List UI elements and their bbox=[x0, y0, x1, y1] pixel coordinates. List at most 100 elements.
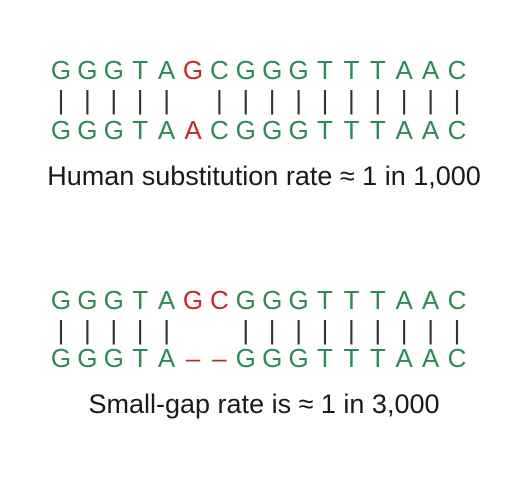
base: T bbox=[317, 285, 333, 315]
match-bar: | bbox=[427, 315, 434, 345]
base: G bbox=[235, 55, 256, 85]
match-bar: | bbox=[163, 315, 170, 345]
base: – bbox=[185, 343, 201, 373]
match-bars: | | | | | | | | | | | | | | | bbox=[48, 86, 468, 114]
base: T bbox=[343, 285, 360, 315]
match-bar: | bbox=[268, 315, 276, 345]
match-bar: | bbox=[453, 315, 461, 345]
match-bar: | bbox=[242, 315, 250, 345]
base: A bbox=[395, 343, 413, 373]
base: G bbox=[235, 285, 256, 315]
base: G bbox=[103, 343, 124, 373]
base: A bbox=[395, 115, 413, 145]
match-bar: | bbox=[57, 315, 65, 345]
match-bar: | bbox=[136, 315, 144, 345]
match-bar: | bbox=[427, 85, 434, 115]
base: A bbox=[157, 55, 176, 85]
match-bar: | bbox=[110, 315, 118, 345]
base: T bbox=[132, 343, 149, 373]
base: T bbox=[317, 55, 333, 85]
match-bar: | bbox=[216, 85, 223, 115]
base: A bbox=[421, 115, 440, 145]
match-bar: | bbox=[374, 315, 382, 345]
base: G bbox=[77, 343, 98, 373]
base: T bbox=[343, 55, 360, 85]
base: G bbox=[235, 343, 256, 373]
match-bar: | bbox=[453, 85, 461, 115]
base: G bbox=[103, 55, 124, 85]
base: T bbox=[317, 115, 333, 145]
base: A bbox=[157, 285, 176, 315]
base: G bbox=[50, 285, 72, 315]
base: C bbox=[447, 115, 467, 145]
base: G bbox=[50, 343, 72, 373]
base: G bbox=[262, 115, 283, 145]
base: T bbox=[132, 115, 149, 145]
base: G bbox=[288, 343, 309, 373]
match-bar: | bbox=[136, 85, 144, 115]
match-bar: | bbox=[348, 315, 355, 345]
base: T bbox=[132, 55, 149, 85]
base: T bbox=[343, 115, 360, 145]
base: G bbox=[103, 285, 124, 315]
match-bar: | bbox=[348, 85, 355, 115]
base: G bbox=[262, 55, 283, 85]
base: A bbox=[157, 115, 176, 145]
match-bar: | bbox=[374, 85, 382, 115]
base: C bbox=[447, 285, 467, 315]
base: T bbox=[132, 285, 149, 315]
base: G bbox=[50, 55, 72, 85]
base: G bbox=[288, 115, 309, 145]
base: A bbox=[157, 343, 176, 373]
base: A bbox=[421, 55, 440, 85]
match-bar: | bbox=[400, 85, 408, 115]
match-bar: | bbox=[321, 85, 329, 115]
base: C bbox=[447, 55, 467, 85]
base: T bbox=[369, 55, 386, 85]
match-bar: | bbox=[268, 85, 276, 115]
base: A bbox=[395, 285, 413, 315]
match-bar: | bbox=[242, 85, 250, 115]
base: T bbox=[369, 285, 386, 315]
base: A bbox=[421, 285, 440, 315]
base: G bbox=[77, 285, 98, 315]
match-bar: | bbox=[84, 315, 91, 345]
base: G bbox=[77, 115, 98, 145]
substitution-caption: Human substitution rate ≈ 1 in 1,000 bbox=[47, 161, 481, 191]
base: C bbox=[210, 115, 229, 145]
base: G bbox=[262, 343, 283, 373]
base: A bbox=[395, 55, 413, 85]
gap-caption: Small-gap rate is ≈ 1 in 3,000 bbox=[88, 389, 440, 419]
base: G bbox=[103, 115, 124, 145]
base: T bbox=[343, 343, 360, 373]
base: G bbox=[182, 55, 204, 85]
base: G bbox=[262, 285, 283, 315]
match-bar: | bbox=[321, 315, 329, 345]
base: G bbox=[288, 55, 309, 85]
match-bar: | bbox=[110, 85, 118, 115]
base: G bbox=[77, 55, 98, 85]
base: C bbox=[210, 55, 229, 85]
match-bar: | bbox=[57, 85, 65, 115]
base: T bbox=[317, 343, 333, 373]
base: G bbox=[182, 285, 204, 315]
base: T bbox=[369, 343, 386, 373]
match-bar: | bbox=[400, 315, 408, 345]
match-bar: | bbox=[163, 85, 170, 115]
base: C bbox=[210, 285, 229, 315]
base: – bbox=[212, 343, 227, 373]
match-bars: | | | | | | | | | | | | | | bbox=[48, 316, 468, 344]
base: T bbox=[369, 115, 386, 145]
match-bar: | bbox=[295, 315, 302, 345]
match-bar: | bbox=[84, 85, 91, 115]
bottom-sequence: G G G T A – – G G G T T T A A C bbox=[48, 344, 468, 372]
base: G bbox=[288, 285, 309, 315]
base: A bbox=[184, 115, 202, 145]
base: G bbox=[50, 115, 72, 145]
base: A bbox=[421, 343, 440, 373]
base: C bbox=[447, 343, 467, 373]
base: G bbox=[235, 115, 256, 145]
